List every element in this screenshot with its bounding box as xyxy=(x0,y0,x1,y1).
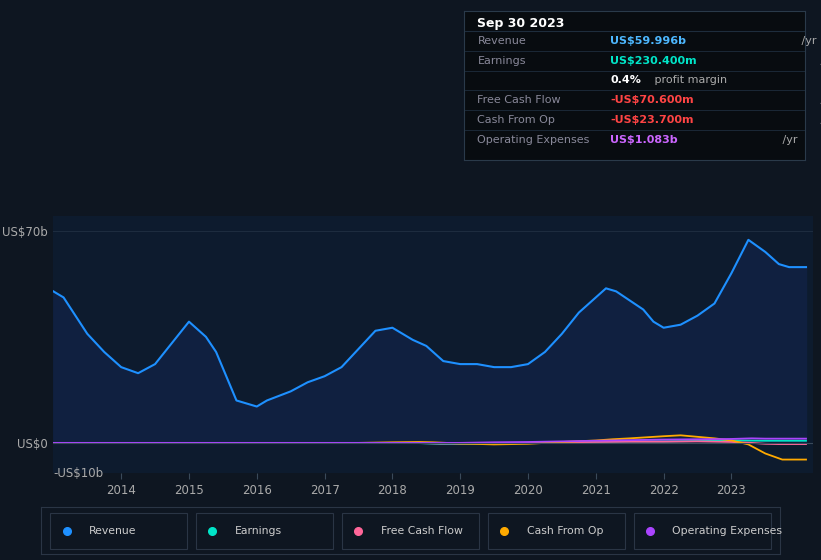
FancyBboxPatch shape xyxy=(488,512,625,549)
Text: -US$70.600m: -US$70.600m xyxy=(610,95,694,105)
Text: /yr: /yr xyxy=(817,55,821,66)
Text: Cash From Op: Cash From Op xyxy=(526,526,603,535)
Text: profit margin: profit margin xyxy=(651,76,727,86)
Text: US$230.400m: US$230.400m xyxy=(610,55,697,66)
Text: Earnings: Earnings xyxy=(478,55,526,66)
Text: /yr: /yr xyxy=(779,135,797,145)
FancyBboxPatch shape xyxy=(196,512,333,549)
Text: Operating Expenses: Operating Expenses xyxy=(478,135,589,145)
Text: /yr: /yr xyxy=(817,115,821,125)
Text: -US$23.700m: -US$23.700m xyxy=(610,115,694,125)
FancyBboxPatch shape xyxy=(342,512,479,549)
Text: Cash From Op: Cash From Op xyxy=(478,115,555,125)
Text: 0.4%: 0.4% xyxy=(610,76,641,86)
Text: Free Cash Flow: Free Cash Flow xyxy=(478,95,561,105)
Text: US$59.996b: US$59.996b xyxy=(610,36,686,46)
Text: /yr: /yr xyxy=(817,95,821,105)
Text: Free Cash Flow: Free Cash Flow xyxy=(381,526,462,535)
Text: -US$10b: -US$10b xyxy=(53,466,103,480)
FancyBboxPatch shape xyxy=(50,512,187,549)
Text: Revenue: Revenue xyxy=(89,526,136,535)
Text: Revenue: Revenue xyxy=(478,36,526,46)
FancyBboxPatch shape xyxy=(634,512,771,549)
Text: Operating Expenses: Operating Expenses xyxy=(672,526,782,535)
Text: Sep 30 2023: Sep 30 2023 xyxy=(478,17,565,30)
Text: US$1.083b: US$1.083b xyxy=(610,135,678,145)
Text: /yr: /yr xyxy=(798,36,816,46)
Text: Earnings: Earnings xyxy=(235,526,282,535)
